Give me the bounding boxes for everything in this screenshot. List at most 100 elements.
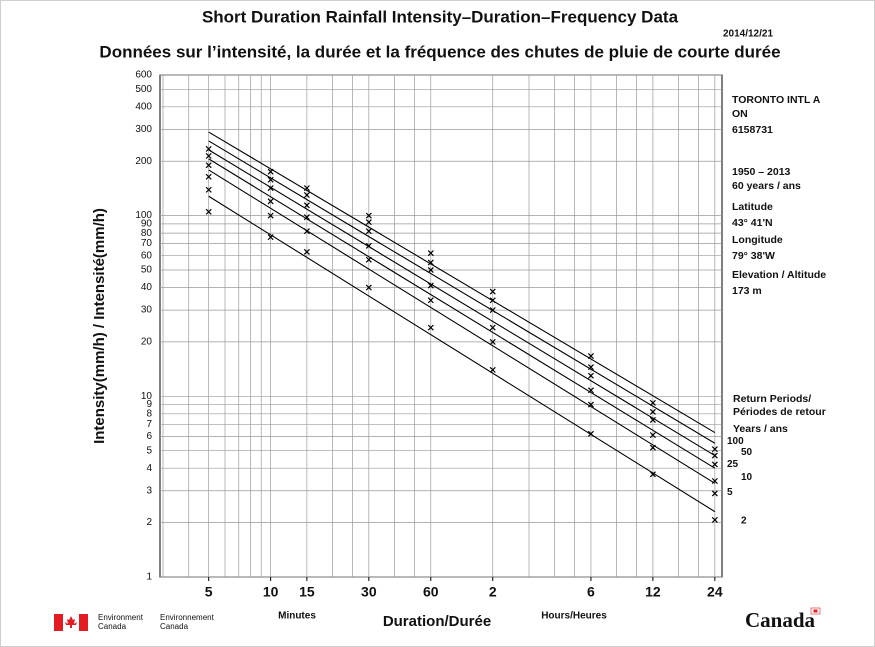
data-point — [267, 168, 274, 175]
data-point — [489, 366, 496, 373]
data-point — [365, 212, 372, 219]
marker-stroke — [649, 444, 656, 451]
legend-label: 25 — [727, 459, 739, 470]
marker-stroke — [587, 387, 594, 394]
marker-stroke — [427, 250, 434, 257]
marker-stroke — [587, 430, 594, 437]
marker-stroke — [303, 185, 310, 192]
agency-fr-line: Canada — [160, 622, 189, 631]
marker-stroke — [489, 324, 496, 331]
data-point — [587, 364, 594, 371]
data-point — [649, 416, 656, 423]
data-point — [649, 444, 656, 451]
data-point — [267, 185, 274, 192]
y-tick-label: 1 — [146, 572, 152, 583]
x-unit-minutes: Minutes — [278, 611, 316, 622]
data-point — [587, 401, 594, 408]
data-point — [267, 198, 274, 205]
chart-title: Short Duration Rainfall Intensity–Durati… — [202, 7, 679, 26]
data-point — [587, 430, 594, 437]
marker-stroke — [711, 516, 718, 523]
data-point — [649, 408, 656, 415]
marker-stroke — [205, 162, 212, 169]
data-point — [711, 477, 718, 484]
marker-stroke — [205, 208, 212, 215]
marker-stroke — [365, 219, 372, 226]
marker-stroke — [427, 297, 434, 304]
legend-label: 5 — [727, 487, 733, 498]
station-info: 79° 38'W — [732, 250, 775, 262]
marker-stroke — [267, 234, 274, 241]
station-info: Longitude — [732, 234, 783, 246]
y-tick-label: 300 — [135, 124, 152, 135]
y-tick-label: 50 — [141, 265, 153, 276]
data-point — [365, 228, 372, 235]
marker-stroke — [489, 288, 496, 295]
marker-stroke — [649, 432, 656, 439]
chart-subtitle: Données sur l’intensité, la durée et la … — [99, 42, 780, 61]
marker-stroke — [365, 242, 372, 249]
y-tick-label: 10 — [141, 391, 153, 402]
marker-stroke — [267, 168, 274, 175]
y-tick-label: 200 — [135, 156, 152, 167]
y-axis-label: Intensity(mm/h) / Intensité(mm/h) — [91, 208, 108, 444]
marker-stroke — [267, 198, 274, 205]
y-tick-label: 5 — [146, 445, 152, 456]
marker-stroke — [711, 477, 718, 484]
marker-stroke — [303, 214, 310, 221]
marker-stroke — [267, 212, 274, 219]
x-tick-label: 10 — [263, 584, 279, 600]
data-point — [303, 248, 310, 255]
data-point — [711, 452, 718, 459]
legend-label: 10 — [741, 472, 753, 483]
marker-stroke — [649, 399, 656, 406]
canada-flag — [54, 614, 88, 631]
data-point — [205, 208, 212, 215]
marker-stroke — [365, 212, 372, 219]
x-tick-label: 15 — [299, 584, 315, 600]
return-period-title: Return Periods/ — [733, 393, 811, 405]
data-point — [489, 338, 496, 345]
marker-stroke — [587, 372, 594, 379]
marker-stroke — [267, 176, 274, 183]
x-axis-label: Duration/Durée — [383, 613, 491, 630]
data-point — [649, 432, 656, 439]
fit-line — [208, 149, 716, 457]
marker-stroke — [711, 490, 718, 497]
marker-stroke — [303, 248, 310, 255]
marker-stroke — [711, 452, 718, 459]
marker-stroke — [711, 461, 718, 468]
y-tick-label: 70 — [141, 238, 153, 249]
data-point — [711, 446, 718, 453]
y-tick-label: 20 — [141, 337, 153, 348]
y-tick-label: 3 — [146, 485, 152, 496]
data-point — [711, 490, 718, 497]
data-point — [587, 372, 594, 379]
data-point — [205, 152, 212, 159]
marker-stroke — [489, 338, 496, 345]
data-point — [303, 191, 310, 199]
marker-stroke — [649, 416, 656, 423]
data-point — [587, 353, 594, 360]
legend-label: 50 — [741, 447, 753, 458]
data-point — [649, 399, 656, 406]
data-point — [427, 324, 434, 331]
data-point — [365, 284, 372, 291]
legend-label: 100 — [727, 436, 744, 447]
y-tick-label: 100 — [135, 210, 152, 221]
data-point — [267, 234, 274, 241]
y-tick-label: 500 — [135, 84, 152, 95]
y-tick-label: 40 — [141, 282, 153, 293]
station-info: 60 years / ans — [732, 180, 801, 192]
marker-stroke — [711, 446, 718, 453]
data-point — [427, 259, 434, 266]
marker-stroke — [205, 145, 212, 152]
station-info: 43° 41'N — [732, 217, 773, 229]
fit-line — [208, 131, 716, 434]
data-point — [489, 288, 496, 295]
legend-label: 2 — [741, 515, 747, 526]
data-point — [303, 185, 310, 192]
